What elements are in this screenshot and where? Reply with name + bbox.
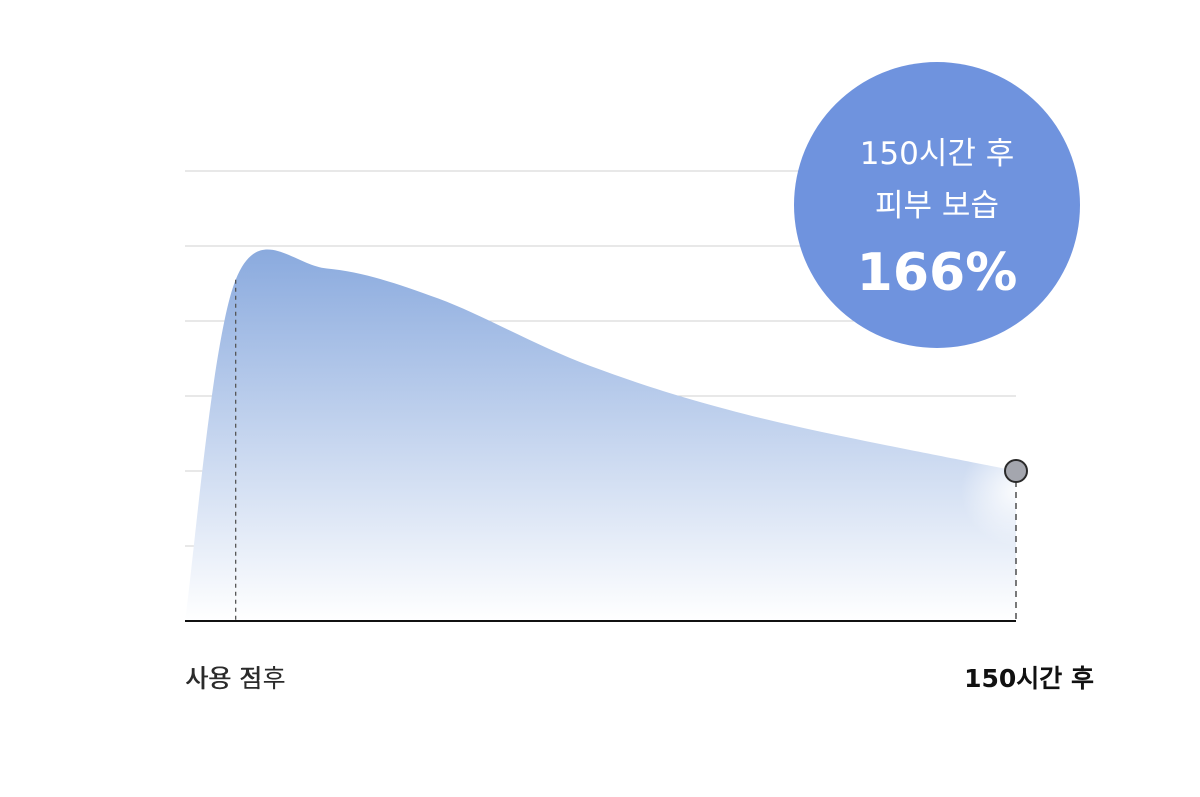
- callout-line-2: 피부 보습: [875, 188, 999, 224]
- callout-circle: [794, 62, 1080, 348]
- callout-value: 166%: [857, 243, 1018, 303]
- area-fill: [185, 249, 1016, 622]
- marker-point-150h: [1004, 459, 1028, 483]
- x-tick-label: 사용 전: [185, 664, 262, 693]
- marker-lines: [235, 279, 1071, 621]
- marker-glow: [961, 436, 1071, 546]
- x-tick-labels: 사용 전사용 직후 150시간 후: [185, 664, 1094, 693]
- callout-badge: 150시간 후 피부 보습 166%: [794, 62, 1080, 348]
- callout-line-1: 150시간 후: [860, 136, 1015, 172]
- x-tick-label: 150시간 후: [964, 664, 1094, 693]
- area-series: [185, 249, 1016, 622]
- x-tick-label: 사용 직후: [186, 664, 286, 693]
